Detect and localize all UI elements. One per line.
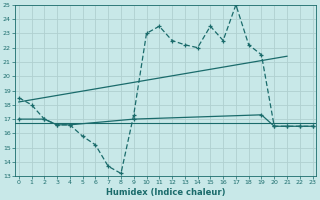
X-axis label: Humidex (Indice chaleur): Humidex (Indice chaleur) [106,188,225,197]
